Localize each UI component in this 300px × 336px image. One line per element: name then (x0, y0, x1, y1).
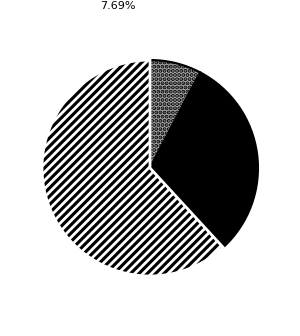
Wedge shape (42, 60, 223, 276)
Wedge shape (150, 60, 200, 168)
Wedge shape (150, 72, 258, 247)
Text: 7.69%: 7.69% (100, 1, 135, 11)
